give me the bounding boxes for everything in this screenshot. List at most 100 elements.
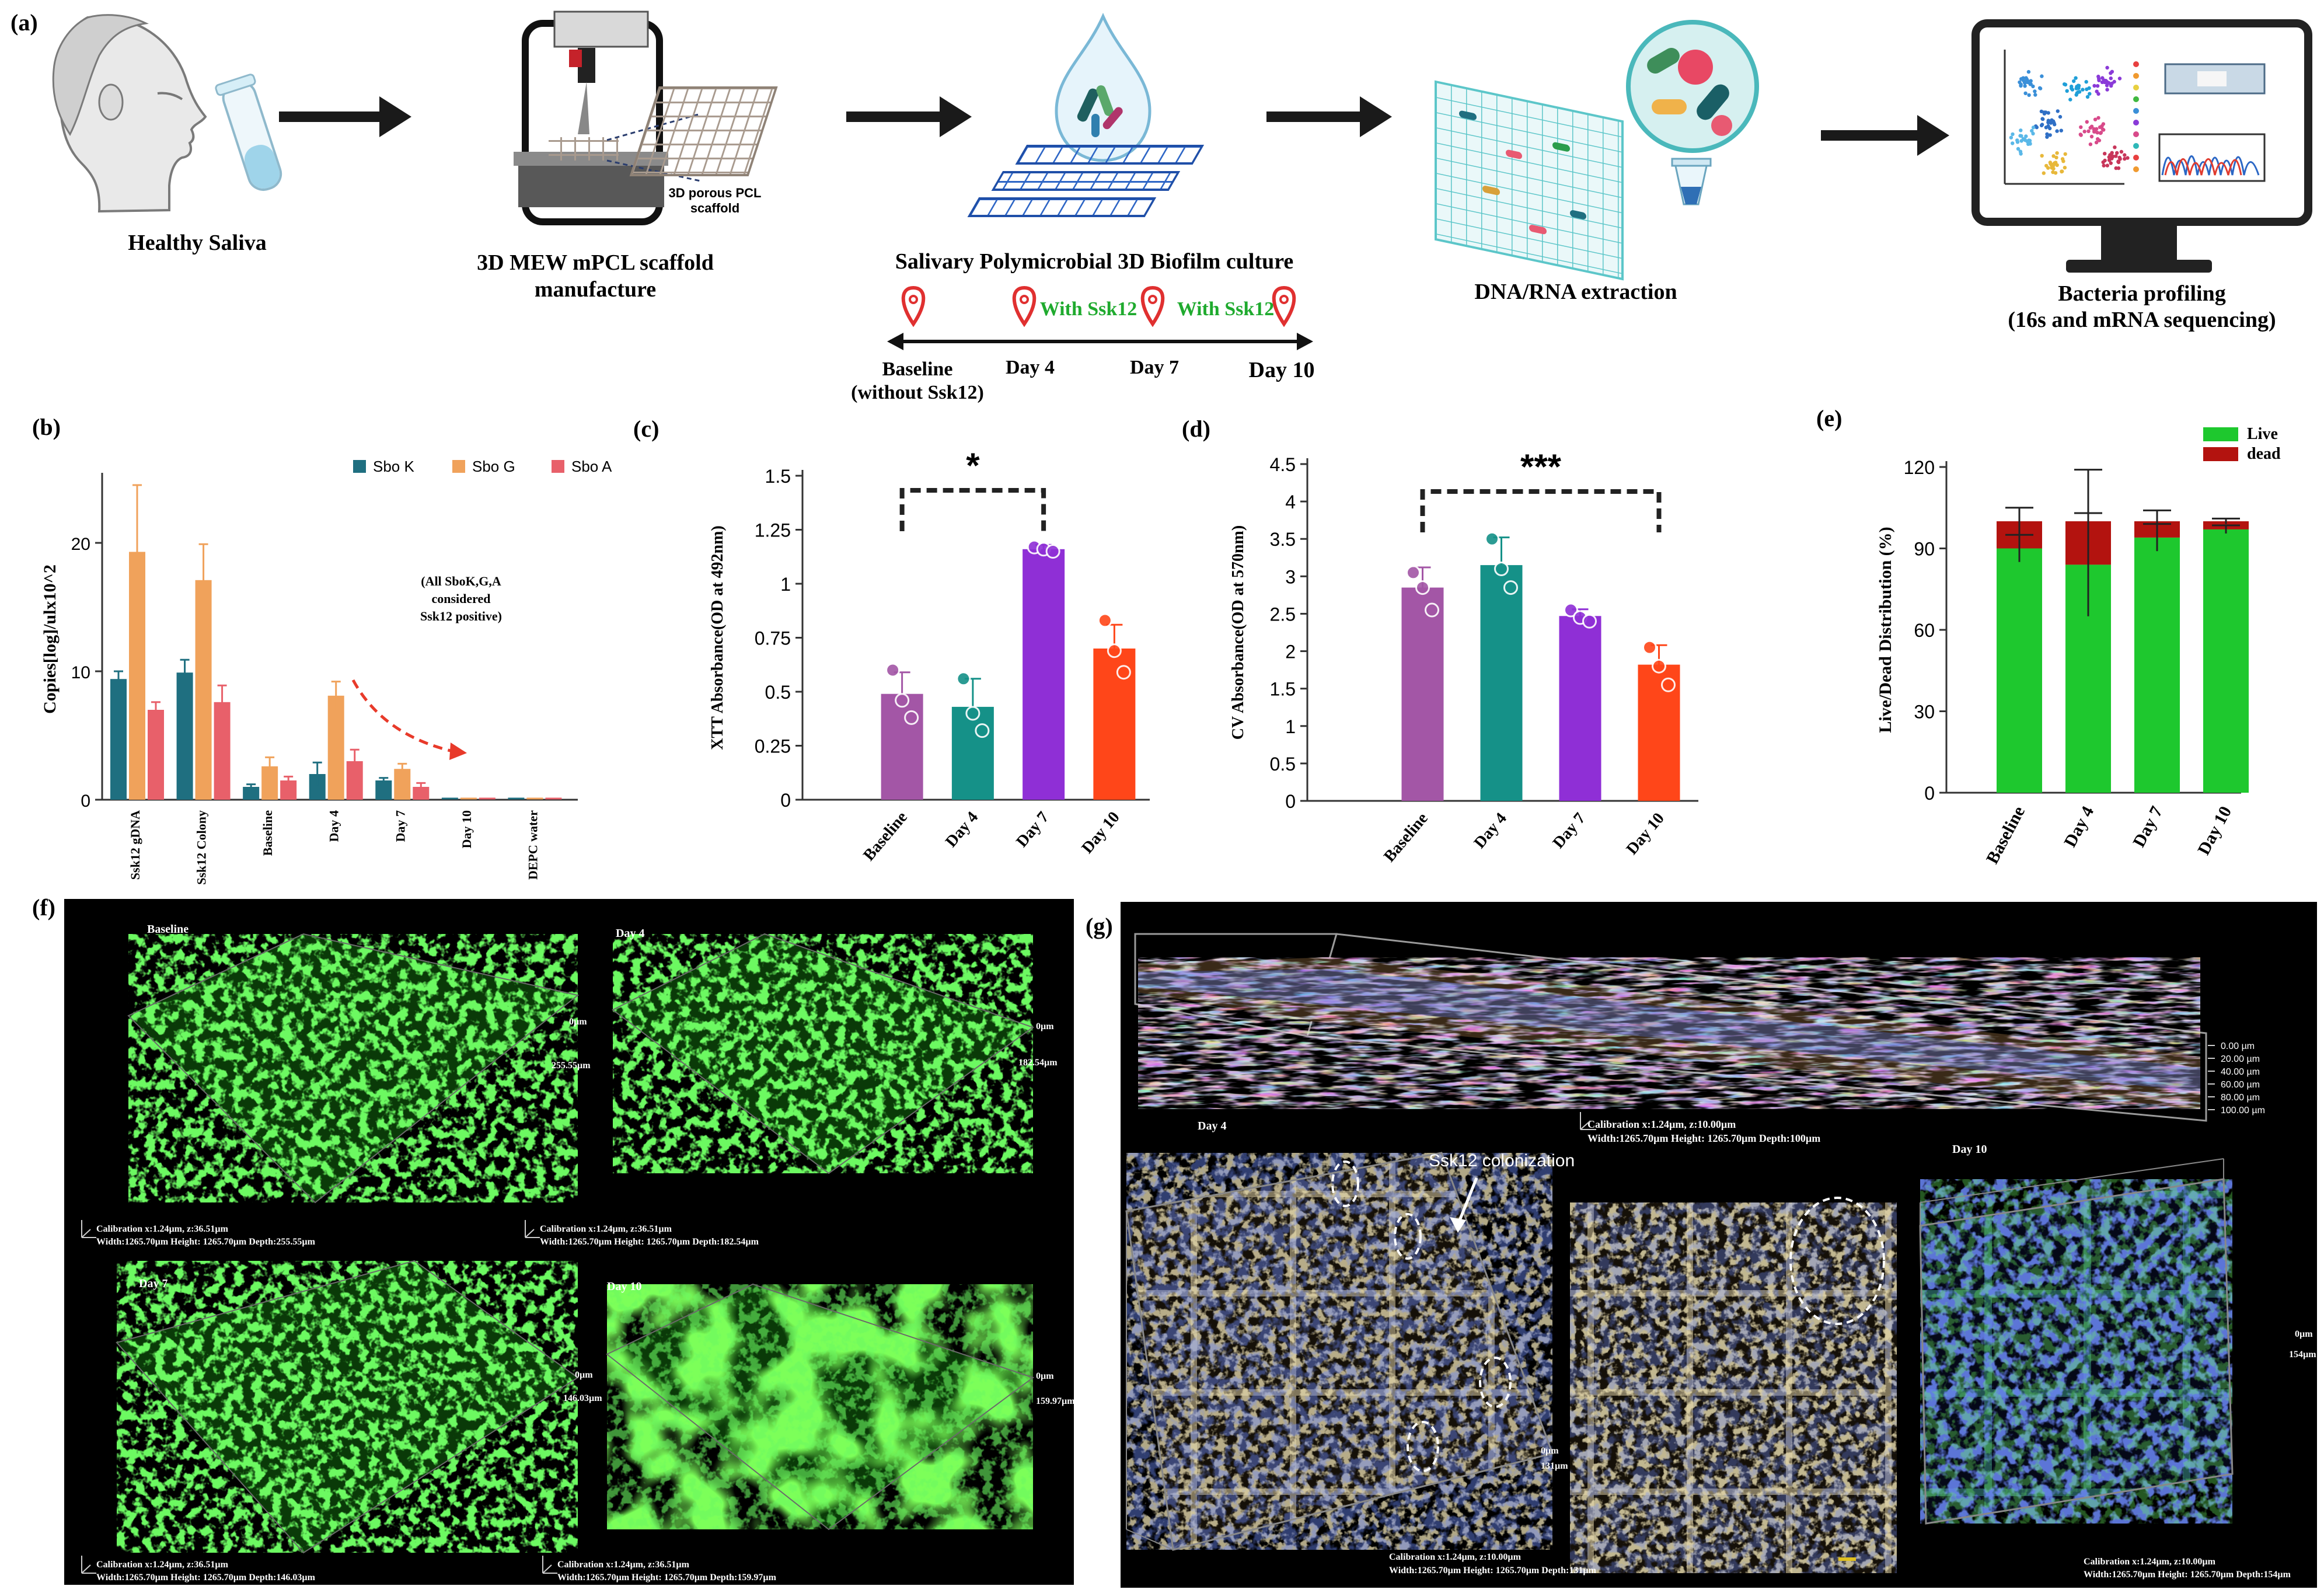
g-top-calibration: Calibration x:1.24µm, z:10.00µm (1587, 1118, 1736, 1130)
trend-arrow-head (449, 743, 467, 760)
g-right-depth-top: 0µm (2295, 1329, 2313, 1339)
x-tick-label: Day 10 (2194, 803, 2235, 858)
tsne-point (2092, 83, 2096, 88)
stacked-bar (2134, 537, 2180, 793)
tsne-point (2054, 155, 2058, 160)
tsne-point (2101, 160, 2105, 165)
g-day10-label: Day 10 (1952, 1143, 1987, 1156)
tsne-point (2082, 130, 2086, 134)
tile-depth-top: 0µm (1036, 1371, 1054, 1381)
data-point (1406, 565, 1421, 580)
y-tick-label: 0.5 (765, 682, 791, 703)
bar (413, 787, 430, 800)
tile-calibration: Calibration x:1.24µm, z:36.51µm (96, 1224, 229, 1234)
tsne-point (2009, 135, 2014, 140)
tsne-point (2048, 161, 2053, 165)
tsne-point (2045, 135, 2049, 139)
tsne-point (2055, 163, 2059, 167)
panel-label-b: (b) (32, 414, 61, 440)
tile-day-label: Day 10 (607, 1280, 641, 1293)
tile-depth-top: 0µm (575, 1370, 593, 1380)
tsne-point (2100, 127, 2105, 131)
x-tick-label: Baseline (260, 810, 275, 856)
legend-label: Sbo K (373, 458, 414, 475)
significance-stars: *** (1520, 447, 1562, 486)
legend-label: Sbo G (472, 458, 515, 475)
tsne-point (2105, 65, 2109, 70)
g-right-calibration: Calibration x:1.24µm, z:10.00µm (2084, 1557, 2216, 1567)
timeline-pin-dot (1020, 295, 1029, 304)
data-point (1415, 580, 1430, 595)
annotation: Ssk12 positive) (420, 609, 502, 623)
tsne-point (2109, 161, 2113, 165)
tsne-legend-dot (2133, 85, 2139, 90)
timeline-pins (901, 285, 1296, 327)
tsne-legend-dot (2133, 120, 2139, 126)
tsne-point (2095, 127, 2099, 131)
tile-day-label: Baseline (147, 923, 189, 936)
depth-label: 40.00 µm (2221, 1067, 2260, 1077)
data-point (1652, 658, 1666, 674)
y-tick-label: 60 (1914, 620, 1935, 641)
significance-bracket (1420, 489, 1662, 532)
tsne-point (2095, 131, 2099, 135)
y-tick-label: 1 (780, 574, 791, 595)
legend-swatch (2203, 447, 2238, 461)
g-left-depth-bottom: 131µm (1541, 1461, 1568, 1471)
x-tick-label: Day 7 (2129, 803, 2166, 850)
step-dna-rna-extraction: DNA/RNA extraction (1474, 280, 1677, 304)
tsne-point (2018, 134, 2022, 138)
tsne-point (2040, 74, 2044, 78)
tsne-legend-dot (2133, 155, 2139, 161)
timeline-with-ssk12-2: With Ssk12 (1177, 298, 1275, 320)
tsne-legend-dot (2133, 61, 2139, 67)
tsne-point (2097, 78, 2101, 82)
tsne-point (2123, 153, 2127, 157)
data-point (904, 710, 919, 725)
tsne-point (2044, 110, 2048, 114)
y-axis-label: Copies[log]/ulx10^2 (40, 564, 60, 714)
tsne-point (2113, 145, 2117, 149)
y-tick-label: 20 (71, 535, 90, 554)
tsne-point (2033, 93, 2037, 97)
tsne-point (2028, 82, 2032, 86)
timeline-pin (901, 285, 926, 327)
ear (98, 83, 124, 121)
depth-label: 0.00 µm (2221, 1041, 2255, 1051)
panel-f-images: Baseline 0µm 255.55µm Calibration x:1.24µm,… (81, 923, 1075, 1582)
y-tick-label: 0.25 (755, 736, 791, 757)
y-tick-label: 10 (71, 663, 90, 682)
tile-day-label: Day 7 (139, 1277, 168, 1290)
tsne-point (2011, 132, 2015, 137)
tsne-point (2115, 151, 2119, 155)
y-tick-label: 1.25 (755, 520, 791, 541)
tsne-point (2044, 163, 2049, 168)
y-tick-label: 0.5 (1270, 754, 1296, 775)
chart-c: 0 0.25 0.5 0.75 1 1.25 1.5 XTT Absorbance(OD at… (709, 446, 1150, 865)
x-tick-label: Day 7 (393, 810, 407, 842)
bar (1401, 587, 1444, 801)
timeline-day10: Day 10 (1249, 358, 1315, 382)
depth-label: 20.00 µm (2221, 1054, 2260, 1064)
tile-day-label: Day 4 (616, 927, 644, 940)
tsne-legend-dot (2133, 143, 2139, 149)
panel-label-a: (a) (11, 9, 38, 36)
data-point (1116, 665, 1131, 680)
tsne-point (2011, 141, 2015, 145)
g-right-depth-bottom: 154µm (2289, 1350, 2316, 1360)
tsne-point (2085, 95, 2090, 99)
tsne-point (2088, 142, 2093, 147)
tsne-point (2081, 88, 2085, 92)
tsne-point (2117, 76, 2122, 81)
tsne-point (2051, 170, 2055, 175)
tsne-point (2099, 131, 2103, 135)
trend-arrow (351, 679, 456, 754)
y-tick-label: 3.5 (1270, 529, 1296, 550)
legend-label: dead (2247, 445, 2281, 463)
y-tick-label: 4.5 (1270, 454, 1296, 475)
tsne-point (2024, 76, 2028, 80)
tsne-point (2019, 128, 2023, 133)
bar (148, 710, 164, 800)
x-tick-label: DEPC water (525, 810, 540, 880)
